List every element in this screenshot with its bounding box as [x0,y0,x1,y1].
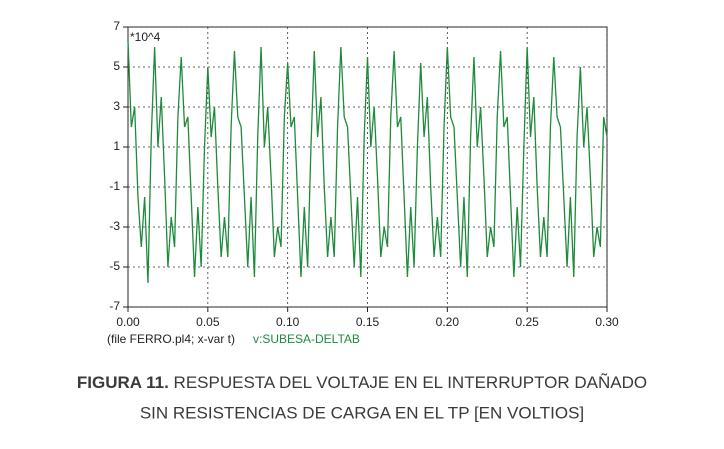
series-line [127,40,608,284]
y-tick-label: 3 [113,99,120,113]
x-tick-label: 0.30 [595,315,619,329]
x-tick-label: 0.05 [196,315,220,329]
y-tick-label: -5 [109,259,120,273]
y-tick-label: 5 [113,59,120,73]
x-tick-label: 0.25 [515,315,539,329]
footer: (file FERRO.pl4; x-var t) [107,332,235,346]
x-tick-label: 0.15 [356,315,380,329]
multiplier: *10^4 [130,30,161,44]
y-tick-label: -3 [109,219,120,233]
legend-label: v:SUBESA-DELTAB [253,332,360,346]
y-tick-label: 7 [113,19,120,33]
y-tick-label: -7 [109,299,120,313]
caption-text: RESPUESTA DEL VOLTAJE EN EL INTERRUPTOR … [174,373,648,392]
x-tick-label: 0.00 [116,315,140,329]
caption-text: SIN RESISTENCIAS DE CARGA EN EL TP [EN V… [140,403,584,422]
caption: FIGURA 11. RESPUESTA DEL VOLTAJE EN EL I… [77,373,647,392]
x-tick-label: 0.10 [276,315,300,329]
caption-label: FIGURA 11. [77,373,169,392]
y-tick-label: 1 [113,139,120,153]
y-tick-label: -1 [109,179,120,193]
x-tick-label: 0.20 [436,315,460,329]
